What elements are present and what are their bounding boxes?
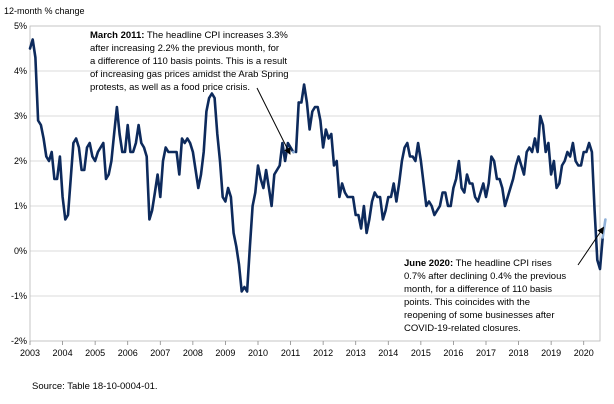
y-tick-label: 0% xyxy=(14,246,27,256)
source-note: Source: Table 18-10-0004-01. xyxy=(32,381,158,392)
y-tick-label: -2% xyxy=(11,336,27,346)
highlight-june-2020 xyxy=(601,218,607,239)
x-tick-label: 2017 xyxy=(476,348,496,358)
annotation-june-2020-line: COVID-19-related closures. xyxy=(404,323,521,334)
y-tick-label: 3% xyxy=(14,111,27,121)
annotations: March 2011: The headline CPI increases 3… xyxy=(90,30,604,334)
series-layer xyxy=(28,38,607,293)
y-tick-label: 4% xyxy=(14,66,27,76)
series-line-2011-join xyxy=(294,101,301,154)
annotation-june-2020-line: month, for a difference of 110 basis xyxy=(404,284,552,295)
annotation-june-2020-title: June 2020: xyxy=(404,258,453,269)
annotation-march-2011-line: The headline CPI increases 3.3% xyxy=(144,30,288,41)
annotation-march-2011-line: of increasing gas prices amidst the Arab… xyxy=(90,69,289,80)
annotation-june-2020-line: points. This coincides with the xyxy=(404,297,530,308)
x-tick-label: 2009 xyxy=(215,348,235,358)
x-tick-label: 2008 xyxy=(183,348,203,358)
x-tick-label: 2015 xyxy=(411,348,431,358)
x-tick-label: 2010 xyxy=(248,348,268,358)
annotation-march-2011-line: a difference of 110 basis points. This i… xyxy=(90,56,287,67)
x-tick-label: 2020 xyxy=(574,348,594,358)
annotation-march-2011: March 2011: The headline CPI increases 3… xyxy=(90,30,289,93)
series-line-2011-2020 xyxy=(297,83,605,271)
x-tick-label: 2004 xyxy=(53,348,73,358)
series-line-2003-2011 xyxy=(28,38,295,293)
annotation-march-2011-title: March 2011: xyxy=(90,30,144,41)
x-tick-label: 2018 xyxy=(509,348,529,358)
y-tick-label: 2% xyxy=(14,156,27,166)
y-tick-label: -1% xyxy=(11,291,27,301)
annotation-june-2020: June 2020: The headline CPI rises 0.7% af… xyxy=(404,258,566,334)
x-tick-label: 2014 xyxy=(378,348,398,358)
x-tick-label: 2011 xyxy=(281,348,300,358)
annotation-june-2020-line: 0.7% after declining 0.4% the previous xyxy=(404,271,566,282)
annotation-march-2011-line: after increasing 2.2% the previous month… xyxy=(90,43,279,54)
annotation-march-2011-line: protests, as well as a food price crisis… xyxy=(90,82,250,93)
annotation-june-2020-line: The headline CPI rises xyxy=(453,258,552,269)
arrow-june-2020 xyxy=(577,226,604,266)
x-tick-label: 2012 xyxy=(313,348,333,358)
x-tick-label: 2019 xyxy=(541,348,561,358)
annotation-june-2020-line: reopening of some businesses after xyxy=(404,310,555,321)
x-tick-label: 2007 xyxy=(150,348,170,358)
x-tick-label: 2005 xyxy=(85,348,105,358)
x-tick-label: 2013 xyxy=(346,348,366,358)
axes: 5% 4% 3% 2% 1% 0% -1% -2% 2003 2004 2005 2006 2007 20… xyxy=(11,21,601,358)
x-tick-label: 2006 xyxy=(118,348,138,358)
y-tick-label: 5% xyxy=(14,21,27,31)
y-axis-title: 12-month % change xyxy=(4,6,85,16)
plot-frame xyxy=(29,25,601,342)
y-tick-label: 1% xyxy=(14,201,27,211)
x-tick-label: 2016 xyxy=(443,348,463,358)
x-tick-label: 2003 xyxy=(20,348,40,358)
arrow-march-2011 xyxy=(256,87,291,155)
gridlines xyxy=(30,70,600,297)
